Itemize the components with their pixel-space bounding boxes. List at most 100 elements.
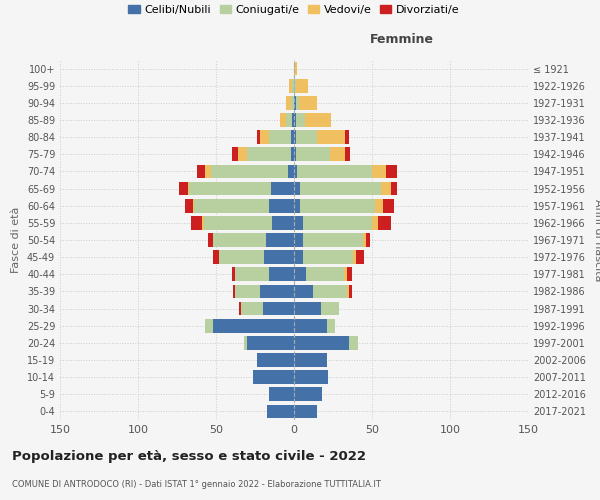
Text: Popolazione per età, sesso e stato civile - 2022: Popolazione per età, sesso e stato civil… (12, 450, 366, 463)
Bar (179, 182, 188, 196)
Bar (296, 130, 317, 144)
Bar (291, 148, 294, 161)
Bar (349, 284, 352, 298)
Bar (330, 148, 346, 161)
Bar (266, 233, 294, 247)
Bar (304, 216, 372, 230)
Bar (294, 302, 320, 316)
Bar (294, 319, 327, 332)
Bar (260, 130, 269, 144)
Bar (297, 164, 372, 178)
Bar (244, 336, 247, 349)
Bar (300, 182, 382, 196)
Bar (296, 96, 299, 110)
Bar (213, 233, 266, 247)
Bar (191, 216, 202, 230)
Bar (203, 216, 272, 230)
Bar (294, 388, 322, 401)
Bar (190, 182, 271, 196)
Legend: Celibi/Nubili, Coniugati/e, Vedovi/e, Divorziati/e: Celibi/Nubili, Coniugati/e, Vedovi/e, Di… (124, 1, 464, 20)
Bar (294, 79, 296, 92)
Bar (356, 250, 364, 264)
Bar (382, 182, 391, 196)
Bar (320, 302, 339, 316)
Bar (269, 199, 294, 212)
Bar (372, 216, 378, 230)
Bar (286, 113, 292, 127)
Bar (291, 96, 294, 110)
Bar (353, 250, 356, 264)
Bar (294, 96, 296, 110)
Bar (294, 216, 304, 230)
Y-axis label: Fasce di età: Fasce di età (11, 207, 21, 273)
Bar (269, 130, 291, 144)
Bar (213, 250, 219, 264)
Bar (233, 284, 235, 298)
Bar (292, 113, 294, 127)
Text: Femmine: Femmine (370, 32, 434, 46)
Bar (238, 148, 247, 161)
Bar (197, 164, 205, 178)
Bar (269, 268, 294, 281)
Bar (247, 148, 291, 161)
Bar (294, 370, 328, 384)
Bar (219, 250, 265, 264)
Bar (253, 370, 294, 384)
Bar (299, 96, 317, 110)
Bar (294, 404, 317, 418)
Bar (362, 233, 366, 247)
Bar (280, 113, 286, 127)
Bar (327, 319, 335, 332)
Bar (288, 164, 294, 178)
Bar (307, 268, 344, 281)
Bar (289, 79, 292, 92)
Bar (349, 336, 358, 349)
Bar (294, 130, 296, 144)
Bar (383, 199, 394, 212)
Bar (208, 233, 213, 247)
Bar (317, 130, 346, 144)
Bar (347, 268, 352, 281)
Bar (294, 250, 304, 264)
Bar (294, 268, 307, 281)
Bar (294, 336, 349, 349)
Bar (294, 353, 327, 367)
Bar (300, 199, 375, 212)
Bar (235, 284, 260, 298)
Bar (292, 79, 294, 92)
Bar (291, 130, 294, 144)
Bar (347, 284, 349, 298)
Bar (294, 164, 297, 178)
Bar (375, 199, 383, 212)
Bar (294, 62, 297, 76)
Bar (296, 148, 330, 161)
Bar (346, 148, 350, 161)
Bar (211, 164, 288, 178)
Bar (304, 233, 362, 247)
Bar (294, 113, 296, 127)
Bar (188, 182, 190, 196)
Bar (346, 130, 349, 144)
Bar (257, 353, 294, 367)
Bar (372, 164, 386, 178)
Y-axis label: Anni di nascita: Anni di nascita (593, 198, 600, 281)
Bar (268, 404, 294, 418)
Bar (294, 284, 313, 298)
Bar (263, 302, 294, 316)
Bar (272, 216, 294, 230)
Bar (304, 250, 353, 264)
Bar (313, 284, 347, 298)
Bar (305, 113, 331, 127)
Bar (247, 336, 294, 349)
Bar (378, 216, 391, 230)
Bar (185, 199, 193, 212)
Bar (366, 233, 370, 247)
Bar (232, 148, 238, 161)
Bar (391, 182, 397, 196)
Bar (205, 164, 211, 178)
Bar (269, 388, 294, 401)
Bar (235, 268, 269, 281)
Bar (257, 130, 260, 144)
Bar (260, 284, 294, 298)
Bar (294, 148, 296, 161)
